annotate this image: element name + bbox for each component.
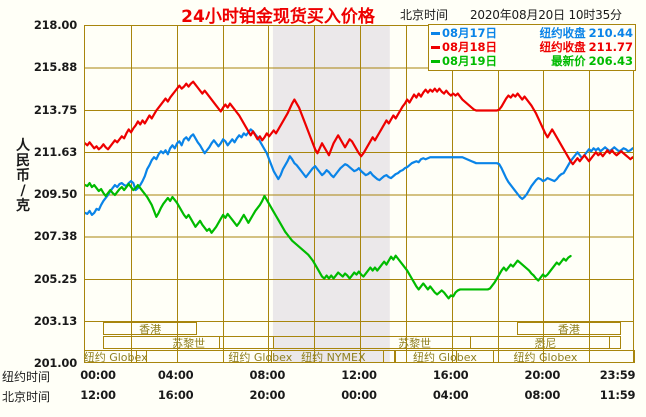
- y-axis-title-char: 民: [16, 153, 30, 169]
- price-line-chart: [85, 26, 633, 362]
- session-bar: 香港: [103, 322, 197, 336]
- session-row: 纽约 Globex 纽约 Globex 纽约 NYMEX 纽约 Globex 纽约 Gl…: [83, 350, 635, 364]
- ny-time-tick: 20:00: [524, 368, 561, 382]
- ny-time-row-label: 纽约时间: [2, 370, 51, 384]
- legend-kind: 最新价: [551, 54, 586, 68]
- timestamp: 2020年08月20日 10时35分: [470, 8, 622, 22]
- session-name: 纽约 NYMEX: [301, 351, 366, 364]
- legend-kind: 纽约收盘: [539, 26, 586, 40]
- session-bar: 苏黎世: [218, 336, 611, 350]
- legend-color-swatch: [431, 59, 440, 63]
- beijing-time-label: 北京时间: [400, 8, 449, 22]
- price-series-line: [85, 181, 572, 300]
- session-name: 香港: [139, 323, 162, 336]
- ny-time-tick: 08:00: [249, 368, 286, 382]
- ny-time-tick: 23:59: [599, 368, 636, 382]
- beijing-time-tick: 08:00: [524, 388, 561, 402]
- y-axis-tick-label: 203.13: [33, 313, 77, 328]
- ny-time-tick: 12:00: [341, 368, 377, 382]
- beijing-time-tick: 12:00: [80, 388, 116, 402]
- beijing-time-tick: 00:00: [341, 388, 377, 402]
- legend-value: 210.44: [588, 26, 633, 40]
- beijing-time-tick: 16:00: [157, 388, 194, 402]
- session-row: 香港 香港: [84, 322, 635, 336]
- session-name: 苏黎世: [172, 337, 206, 350]
- y-axis-title-char: 克: [16, 198, 30, 214]
- session-name: 苏黎世: [398, 337, 432, 350]
- ny-time-tick: 04:00: [157, 368, 194, 382]
- legend-color-swatch: [431, 31, 440, 35]
- price-series-line: [85, 80, 633, 166]
- y-axis-tick-label: 205.25: [33, 271, 77, 286]
- legend-value: 206.43: [588, 54, 633, 68]
- nymex-session-shading: [272, 26, 390, 362]
- y-axis-tick-label: 201.00: [33, 356, 77, 370]
- session-bar: 苏黎世: [103, 336, 275, 350]
- y-axis-tick-label: 213.75: [33, 102, 77, 117]
- session-name: 悉尼: [534, 337, 557, 350]
- legend-date: 08月19日: [442, 54, 498, 68]
- session-name: 香港: [557, 323, 580, 336]
- y-axis: 人民币 / 克 218.00 215.88 213.75 211.63 209.50 207.…: [0, 0, 84, 417]
- y-axis-title-char: /: [20, 183, 26, 199]
- y-axis-tick-label: 207.38: [33, 229, 77, 244]
- session-name: 纽约 Globex: [412, 351, 477, 364]
- legend-kind: 纽约收盘: [539, 40, 586, 54]
- legend-row: 08月17日 纽约收盘 210.44: [431, 26, 633, 40]
- session-bar: 纽约 Globex: [83, 350, 148, 364]
- price-series-line: [85, 128, 633, 216]
- y-axis-title-char: 人: [16, 138, 30, 154]
- session-row: 苏黎世 苏黎世 悉尼: [84, 336, 635, 350]
- session-bar: 纽约 Globex: [136, 350, 385, 364]
- y-axis-tick-label: 211.63: [33, 144, 77, 159]
- legend-date: 08月18日: [442, 40, 498, 54]
- x-axis: 纽约时间 北京时间 00:00 04:00 08:00 12:00 16:00 20:00…: [0, 366, 646, 414]
- legend-row: 08月19日 最新价 206.43: [431, 54, 633, 68]
- y-axis-tick-label: 209.50: [33, 187, 77, 201]
- legend-row: 08月18日 纽约收盘 211.77: [431, 40, 633, 54]
- y-axis-tick-label: 218.00: [33, 18, 77, 32]
- beijing-time-tick: 04:00: [432, 388, 469, 402]
- session-name: 纽约 Globex: [83, 351, 148, 364]
- y-axis-tick-label: 215.88: [33, 60, 77, 75]
- market-session-bars: 香港 香港 苏黎世 苏黎世 悉尼 纽约 Globex 纽约 Globex 纽约 NYMEX 纽约…: [84, 322, 635, 364]
- y-axis-title: 人民币 / 克: [12, 139, 34, 214]
- beijing-time-tick: 20:00: [249, 388, 286, 402]
- session-name: 纽约 Globex: [513, 351, 578, 364]
- ny-time-tick: 00:00: [80, 368, 116, 382]
- y-axis-title-char: 币: [16, 168, 30, 184]
- legend-color-swatch: [431, 45, 440, 49]
- chart-plot-area: [84, 25, 634, 363]
- session-bar: 纽约 Globex: [455, 350, 635, 364]
- legend-value: 211.77: [588, 40, 633, 54]
- session-bar: 悉尼: [469, 336, 622, 350]
- ny-time-tick: 16:00: [432, 368, 469, 382]
- session-bar: 香港: [516, 322, 622, 336]
- page-title: 24小时铂金现货买入价格: [181, 7, 375, 27]
- beijing-time-tick: 11:59: [599, 388, 636, 402]
- legend-date: 08月17日: [442, 26, 498, 40]
- session-name: 纽约 Globex: [228, 351, 293, 364]
- session-bar: 纽约 NYMEX: [271, 350, 396, 364]
- session-bar: 纽约 Globex: [395, 350, 495, 364]
- chart-legend: 08月17日 纽约收盘 210.44 08月18日 纽约收盘 211.77 08月19日 最新…: [428, 24, 636, 71]
- beijing-time-row-label: 北京时间: [2, 390, 51, 404]
